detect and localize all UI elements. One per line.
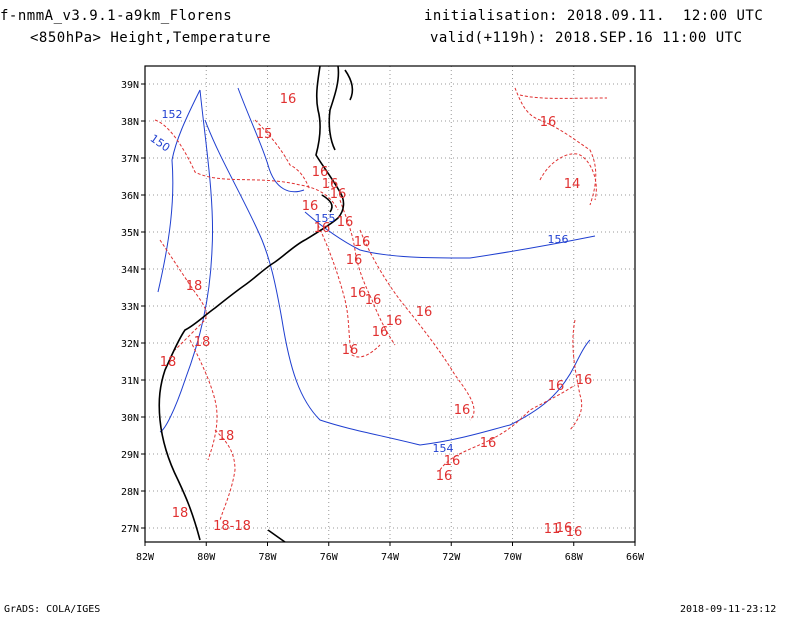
temperature-contour-label: 16: [346, 253, 363, 268]
temp-contour-16-south: [439, 384, 576, 471]
temperature-contour-label: 16: [312, 165, 329, 180]
valid-time: valid(+119h): 2018.SEP.16 11:00 UTC: [430, 30, 743, 46]
lon-tick-label: 70W: [503, 552, 522, 563]
temperature-contour-label: 18: [160, 355, 177, 370]
credit-label: GrADS: COLA/IGES: [4, 604, 101, 615]
temp-contour-18-mid: [189, 339, 218, 461]
temperature-contour-label: 16: [330, 187, 347, 202]
lat-tick-label: 38N: [121, 117, 139, 128]
temperature-contour-label: 16: [372, 325, 389, 340]
lat-tick-label: 34N: [121, 265, 139, 276]
height-contour-label: 154: [433, 442, 454, 455]
lat-tick-label: 27N: [121, 524, 139, 535]
temp-contour-15: [254, 119, 311, 191]
temperature-contours: [154, 87, 608, 521]
height-contour-156: [304, 211, 596, 259]
temp-contour-16-ne: [519, 94, 608, 99]
lon-tick-label: 74W: [381, 552, 400, 563]
temperature-contour-label: 15: [256, 127, 273, 142]
temp-contour-16-inner: [317, 224, 381, 358]
temperature-contour-label: 16: [416, 305, 433, 320]
temperature-contour-label: 16: [350, 286, 367, 301]
temperature-contour-label: 16: [354, 235, 371, 250]
lat-tick-label: 30N: [121, 413, 139, 424]
temperature-contour-label: 16: [365, 293, 382, 308]
temperature-contour-label: 16: [556, 521, 573, 536]
temperature-contour-label: 18: [218, 429, 235, 444]
lon-tick-label: 66W: [626, 552, 645, 563]
temperature-contour-label: 16: [576, 373, 593, 388]
temp-contour-16-north: [154, 119, 339, 211]
lat-lon-grid: [141, 66, 636, 546]
height-contours: [157, 87, 596, 446]
longitude-labels: 82W 80W 78W 76W 74W 72W 70W 68W 66W: [136, 552, 645, 563]
lon-tick-label: 76W: [320, 552, 339, 563]
height-contour-labels: 152 150 155 156 154: [148, 108, 569, 455]
lat-tick-label: 32N: [121, 339, 139, 350]
temperature-contour-label: 18: [186, 279, 203, 294]
chesapeake-bay: [328, 65, 340, 151]
temperature-contour-label: 14: [564, 177, 581, 192]
temperature-contour-label: 16: [337, 215, 354, 230]
initialisation-time: initialisation: 2018.09.11. 12:00 UTC: [424, 8, 764, 24]
temperature-contour-label: 18: [194, 335, 211, 350]
height-contour-label: 156: [548, 233, 569, 246]
delaware-bay: [344, 69, 354, 101]
lat-tick-label: 39N: [121, 80, 139, 91]
lat-tick-label: 37N: [121, 154, 139, 165]
temperature-contour-label: 16: [444, 454, 461, 469]
temp-contour-18-south: [214, 429, 236, 521]
temperature-contour-label: 16: [566, 525, 583, 540]
temp-contour-16-se: [569, 319, 583, 431]
lon-tick-label: 68W: [565, 552, 584, 563]
lat-tick-label: 36N: [121, 191, 139, 202]
temp-contour-14: [514, 87, 597, 206]
temp-contour-16-east: [539, 153, 597, 201]
temp-contour-18-west: [159, 239, 207, 351]
florida-keys-fragment: [267, 529, 286, 543]
temperature-contour-label: 16: [540, 115, 557, 130]
temperature-contour-label: 16: [302, 199, 319, 214]
lon-tick-label: 72W: [442, 552, 461, 563]
temperature-contour-label: 16: [314, 221, 331, 236]
temperature-contour-label: 16: [386, 314, 403, 329]
height-contour-label: 150: [148, 132, 173, 155]
lon-tick-label: 80W: [197, 552, 216, 563]
height-contour-label: 152: [162, 108, 183, 121]
pamlico-sound: [321, 194, 333, 213]
lat-tick-label: 33N: [121, 302, 139, 313]
lon-tick-label: 78W: [258, 552, 277, 563]
temp-contour-16-coast: [339, 199, 396, 346]
temperature-contour-label: 16: [280, 92, 297, 107]
lat-tick-label: 35N: [121, 228, 139, 239]
temperature-contour-label: 16: [480, 436, 497, 451]
lat-tick-label: 31N: [121, 376, 139, 387]
lat-tick-label: 28N: [121, 487, 139, 498]
temperature-contour-label: 11: [544, 522, 561, 537]
height-contour-150: [157, 89, 201, 293]
temperature-contour-label: 16: [436, 469, 453, 484]
model-title: f-nmmA_v3.9.1-a9km_Florens: [0, 8, 233, 24]
height-contour-label: 155: [315, 212, 336, 225]
lon-tick-label: 82W: [136, 552, 155, 563]
temperature-contour-label: 16: [548, 379, 565, 394]
us-east-coastline: [158, 65, 345, 541]
height-contour-152: [204, 119, 591, 446]
temperature-contour-labels: 1615161616161616161616161616161616161616…: [160, 92, 593, 540]
latitude-labels: 27N 28N 29N 30N 31N 32N 33N 34N 35N 36N 37N 38N 39N: [121, 80, 139, 535]
timestamp-label: 2018-09-11-23:12: [680, 604, 777, 615]
temperature-contour-label: 18-18: [213, 519, 251, 534]
map-frame: [144, 65, 636, 543]
temperature-contour-label: 16: [342, 343, 359, 358]
lat-tick-label: 29N: [121, 450, 139, 461]
temperature-contour-label: 16: [322, 177, 339, 192]
temperature-contour-label: 18: [172, 506, 189, 521]
level-variables-title: <850hPa> Height,Temperature: [30, 30, 272, 46]
height-contour-152-west: [159, 89, 214, 433]
temperature-contour-label: 16: [454, 403, 471, 418]
temp-contour-16-offshore: [359, 229, 475, 421]
height-contour-153: [237, 87, 305, 193]
